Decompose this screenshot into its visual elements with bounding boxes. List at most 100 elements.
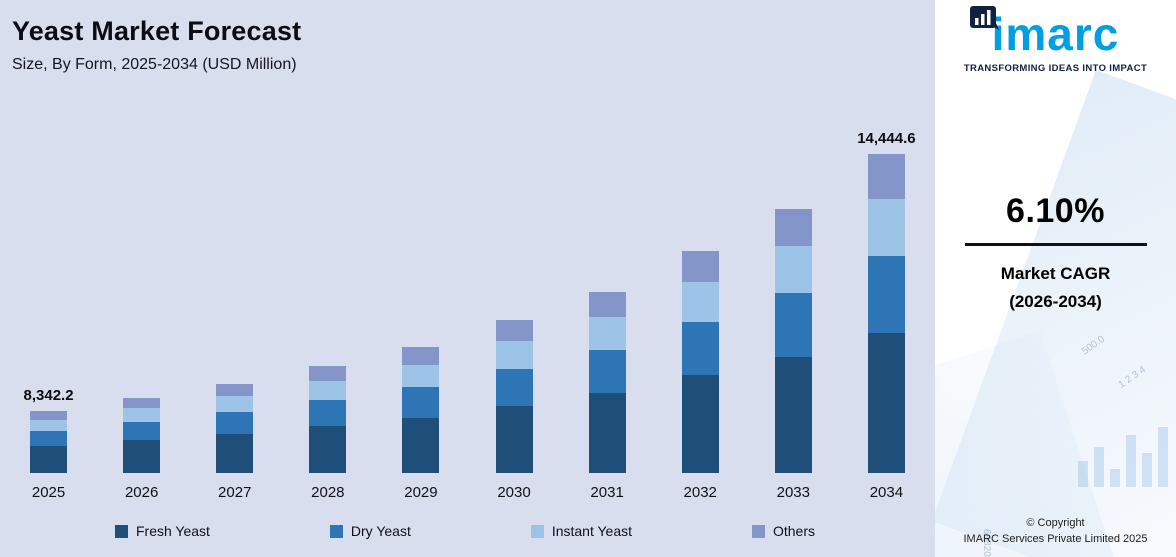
chart-title: Yeast Market Forecast — [12, 16, 302, 46]
legend-item-dry-yeast: Dry Yeast — [329, 523, 411, 539]
bar-segment-instant-yeast — [216, 396, 254, 413]
cagr-block: 6.10% Market CAGR (2026-2034) — [964, 191, 1147, 316]
bar-segment-dry-yeast — [402, 387, 440, 418]
bar-stack-2025 — [30, 411, 68, 473]
copyright-line2: IMARC Services Private Limited 2025 — [963, 533, 1148, 546]
x-axis-label: 2031 — [590, 484, 624, 501]
imarc-logo: imarc TRANSFORMING IDEAS INTO IMPACT — [963, 6, 1148, 74]
decorative-number: 500.0 — [1080, 333, 1107, 358]
bar-column-2033: 2033 — [747, 185, 839, 511]
cagr-value: 6.10% — [1006, 191, 1105, 230]
legend-marker-instant-yeast-icon — [530, 524, 544, 538]
bar-segment-dry-yeast — [216, 412, 254, 434]
x-axis-label: 2028 — [311, 484, 345, 501]
bar-segment-fresh-yeast — [309, 425, 347, 473]
bar-segment-instant-yeast — [123, 408, 161, 422]
chart-area: Yeast Market Forecast Size, By Form, 202… — [0, 0, 935, 557]
x-axis-label: 2025 — [31, 484, 66, 501]
bar-stack-2026 — [123, 398, 161, 473]
bar-column-2029: 2029 — [375, 323, 467, 511]
bar-segment-others — [681, 251, 719, 283]
legend: Fresh Yeast Dry Yeast Instant Yeast Othe… — [0, 511, 935, 557]
bar-stack-2033 — [774, 209, 812, 473]
decorative-bar-chart — [1078, 427, 1168, 487]
bar-segment-others — [867, 154, 905, 199]
legend-marker-fresh-yeast-icon — [115, 524, 128, 538]
bar-segment-instant-yeast — [495, 341, 533, 369]
decorative-number: 1 2 3 4 — [1117, 364, 1149, 391]
bar-segment-fresh-yeast — [30, 445, 68, 473]
imarc-tagline: TRANSFORMING IDEAS INTO IMPACT — [963, 62, 1148, 74]
chart-header: Yeast Market Forecast Size, By Form, 202… — [0, 0, 935, 74]
bar-segment-instant-yeast — [681, 282, 719, 323]
legend-item-others: Others — [751, 523, 815, 539]
chart-subtitle: Size, By Form, 2025-2034 (USD Million) — [12, 56, 297, 73]
bar-segment-others — [495, 320, 533, 342]
legend-item-fresh-yeast: Fresh Yeast — [115, 523, 210, 539]
imarc-wordmark: imarc — [991, 8, 1120, 60]
x-axis-label: 2030 — [497, 484, 531, 501]
bar-column-2031: 2031 — [561, 268, 653, 511]
x-axis-label: 2034 — [869, 484, 904, 501]
bar-segment-others — [402, 347, 440, 365]
legend-label: Fresh Yeast — [136, 523, 210, 539]
legend-item-instant-yeast: Instant Yeast — [530, 523, 632, 539]
bar-column-2032: 2032 — [654, 227, 746, 511]
bar-segment-others — [216, 384, 254, 397]
bar-segment-fresh-yeast — [867, 332, 905, 473]
cagr-divider — [964, 242, 1147, 246]
bar-segment-others — [123, 398, 161, 409]
bar-stack-2029 — [402, 347, 440, 473]
bar-total-label: 8,342.2 — [23, 387, 74, 404]
bar-segment-fresh-yeast — [495, 405, 533, 473]
bar-column-2030: 2030 — [468, 296, 560, 511]
bar-segment-fresh-yeast — [681, 375, 719, 473]
x-axis-label: 2026 — [124, 484, 159, 501]
bar-segment-dry-yeast — [30, 430, 68, 446]
x-axis-label: 2033 — [776, 484, 810, 501]
bar-segment-fresh-yeast — [123, 439, 161, 473]
bar-segment-dry-yeast — [681, 322, 719, 376]
bar-stack-2030 — [495, 320, 533, 473]
info-panel: 500.0 1 2 3 4 6982048 imarc TRANSFORMING… — [935, 0, 1176, 557]
legend-label: Others — [772, 523, 815, 539]
bar-segment-instant-yeast — [30, 419, 68, 431]
copyright: © Copyright IMARC Services Private Limit… — [935, 516, 1176, 548]
bar-segment-others — [588, 292, 626, 318]
bar-column-2026: 2026 — [96, 374, 188, 511]
bar-stack-2028 — [309, 366, 347, 473]
plot-area: 8,342.2 2025 2026 2027 2028 2029 2030 2031 2032 2… — [0, 74, 935, 511]
bar-stack-2027 — [216, 384, 254, 473]
copyright-line1: © Copyright — [1026, 517, 1085, 530]
bar-total-label: 14,444.6 — [857, 130, 916, 147]
bar-stack-2034 — [867, 154, 905, 473]
bar-segment-fresh-yeast — [402, 417, 440, 473]
bar-column-2025: 8,342.2 2025 — [3, 387, 95, 511]
bar-column-2027: 2027 — [189, 360, 281, 511]
legend-marker-others-icon — [751, 524, 765, 538]
bar-segment-dry-yeast — [123, 421, 161, 440]
bar-stack-2032 — [681, 251, 719, 473]
bar-segment-dry-yeast — [309, 400, 347, 426]
legend-label: Instant Yeast — [551, 523, 632, 539]
x-axis-label: 2032 — [683, 484, 717, 501]
bars-row: 8,342.2 2025 2026 2027 2028 2029 2030 2031 2032 2… — [2, 130, 933, 511]
bar-stack-2031 — [588, 292, 626, 473]
bar-segment-dry-yeast — [588, 349, 626, 394]
bar-segment-dry-yeast — [495, 368, 533, 406]
bar-segment-instant-yeast — [402, 364, 440, 388]
bar-column-2034: 14,444.6 2034 — [840, 130, 932, 511]
bar-segment-others — [30, 411, 68, 420]
cagr-label: Market CAGR — [1000, 263, 1111, 283]
bar-segment-fresh-yeast — [216, 433, 254, 473]
bar-column-2028: 2028 — [282, 342, 374, 511]
bar-segment-fresh-yeast — [588, 393, 626, 473]
bar-segment-instant-yeast — [309, 380, 347, 401]
x-axis-label: 2027 — [218, 484, 252, 501]
bar-segment-dry-yeast — [774, 293, 812, 357]
bar-segment-others — [309, 366, 347, 381]
bar-segment-instant-yeast — [774, 245, 812, 294]
cagr-years: (2026-2034) — [1009, 291, 1102, 311]
bar-segment-instant-yeast — [588, 317, 626, 350]
